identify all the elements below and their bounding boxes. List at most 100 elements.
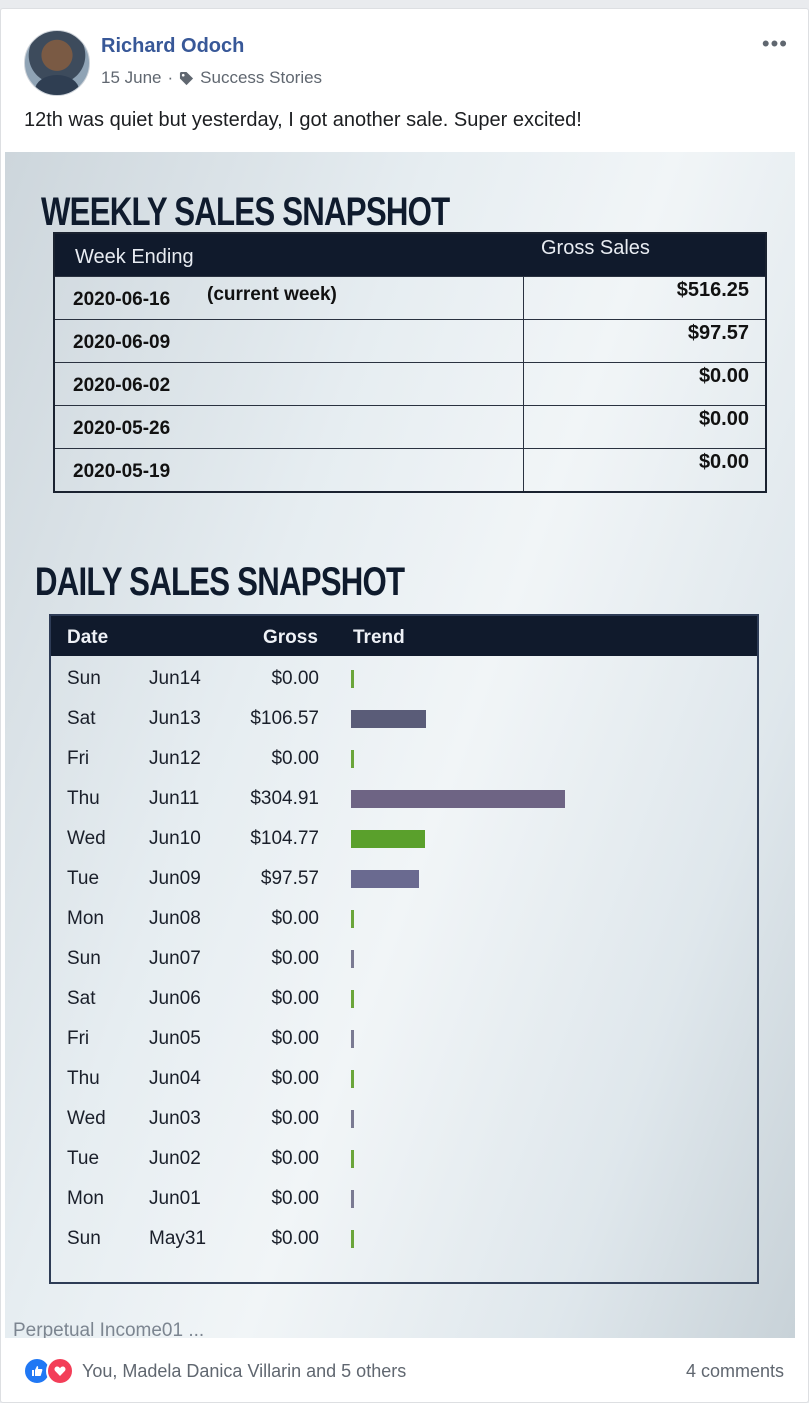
weekly-row: 2020-05-19 $0.00 (55, 448, 765, 491)
date-label: Jun10 (149, 828, 201, 849)
trend-bar (351, 790, 565, 808)
col-week-ending: Week Ending (75, 246, 194, 268)
post-card: Richard Odoch 15 June · Success Stories … (0, 8, 809, 1403)
day-label: Tue (67, 868, 100, 889)
daily-row: Tue Jun02 $0.00 (51, 1138, 757, 1178)
date-label: Jun13 (149, 708, 201, 729)
daily-row: Wed Jun03 $0.00 (51, 1098, 757, 1138)
author-avatar[interactable] (24, 30, 90, 96)
daily-row: Sun Jun07 $0.00 (51, 938, 757, 978)
gross-value: $0.00 (271, 668, 319, 689)
day-label: Wed (67, 1108, 106, 1129)
gross-value: $0.00 (271, 1148, 319, 1169)
weekly-title: WEEKLY SALES SNAPSHOT (41, 190, 450, 234)
daily-row: Mon Jun01 $0.00 (51, 1178, 757, 1218)
gross-value: $0.00 (271, 748, 319, 769)
date-label: Jun06 (149, 988, 201, 1009)
day-label: Thu (67, 1068, 100, 1089)
date-label: May31 (149, 1228, 207, 1249)
daily-row: Sun Jun14 $0.00 (51, 658, 757, 698)
trend-bar (351, 950, 354, 968)
day-label: Sat (67, 708, 96, 729)
gross-value: $0.00 (271, 988, 319, 1009)
col-date: Date (67, 627, 109, 648)
week-amount: $516.25 (676, 279, 749, 301)
daily-row: Sat Jun13 $106.57 (51, 698, 757, 738)
weekly-row: 2020-06-09 $97.57 (55, 319, 765, 362)
comments-count-link[interactable]: 4 comments (685, 1361, 784, 1381)
gross-value: $304.91 (250, 788, 319, 809)
author-name[interactable]: Richard Odoch (101, 35, 245, 57)
date-label: Jun01 (149, 1188, 201, 1209)
gross-value: $0.00 (271, 1188, 319, 1209)
weekly-table: Week Ending Gross Sales 2020-06-16 (curr… (53, 232, 767, 493)
photo-footer-text: Perpetual Income01 ... (13, 1320, 205, 1338)
love-icon (46, 1357, 74, 1385)
reactions-bar[interactable]: You, Madela Danica Villarin and 5 others (23, 1357, 406, 1385)
trend-bar (351, 1150, 354, 1168)
trend-bar (351, 1230, 354, 1248)
date-label: Jun04 (149, 1068, 201, 1089)
gross-value: $0.00 (271, 1068, 319, 1089)
trend-bar (351, 1070, 354, 1088)
day-label: Thu (67, 788, 100, 809)
date-label: Jun09 (149, 868, 201, 889)
gross-value: $0.00 (271, 1108, 319, 1129)
daily-row: Sun May31 $0.00 (51, 1218, 757, 1258)
daily-row: Wed Jun10 $104.77 (51, 818, 757, 858)
gross-value: $0.00 (271, 1228, 319, 1249)
date-label: Jun02 (149, 1148, 201, 1169)
date-label: Jun12 (149, 748, 201, 769)
col-gross: Gross (263, 627, 318, 648)
post-meta: 15 June · Success Stories (101, 68, 322, 88)
week-note: (current week) (207, 284, 337, 305)
weekly-table-header: Week Ending Gross Sales (55, 234, 765, 276)
trend-bar (351, 1190, 354, 1208)
trend-bar (351, 710, 426, 728)
day-label: Sun (67, 948, 101, 969)
day-label: Tue (67, 1148, 100, 1169)
date-label: Jun11 (149, 788, 200, 809)
week-amount: $97.57 (687, 322, 749, 344)
date-label: Jun03 (149, 1108, 201, 1129)
date-label: Jun08 (149, 908, 201, 929)
date-label: Jun05 (149, 1028, 201, 1049)
trend-bar (351, 750, 354, 768)
daily-table: Date Gross Trend Sun Jun14 $0.00 Sat Jun13 $1… (49, 614, 759, 1284)
daily-row: Fri Jun12 $0.00 (51, 738, 757, 778)
day-label: Fri (67, 748, 90, 769)
week-date: 2020-06-02 (73, 375, 171, 396)
reaction-summary[interactable]: You, Madela Danica Villarin and 5 others (82, 1360, 407, 1381)
post-date[interactable]: 15 June (101, 68, 162, 87)
weekly-row: 2020-06-16 (current week) $516.25 (55, 276, 765, 319)
weekly-row: 2020-05-26 $0.00 (55, 405, 765, 448)
day-label: Wed (67, 828, 106, 849)
week-date: 2020-06-16 (73, 289, 171, 310)
gross-value: $0.00 (271, 1028, 319, 1049)
more-options-icon[interactable]: ••• (761, 31, 788, 56)
trend-bar (351, 870, 419, 888)
post-photo[interactable]: WEEKLY SALES SNAPSHOT Week Ending Gross … (5, 152, 795, 1338)
day-label: Fri (67, 1028, 90, 1049)
trend-bar (351, 990, 354, 1008)
daily-row: Thu Jun04 $0.00 (51, 1058, 757, 1098)
daily-row: Tue Jun09 $97.57 (51, 858, 757, 898)
group-tag-link[interactable]: Success Stories (200, 68, 323, 87)
trend-bar (351, 1030, 354, 1048)
week-date: 2020-05-26 (73, 418, 171, 439)
tag-icon (180, 71, 194, 85)
trend-bar (351, 1110, 354, 1128)
gross-value: $104.77 (250, 828, 319, 849)
day-label: Sun (67, 1228, 101, 1249)
date-label: Jun14 (149, 668, 201, 689)
daily-row: Thu Jun11 $304.91 (51, 778, 757, 818)
date-label: Jun07 (149, 948, 201, 969)
daily-row: Fri Jun05 $0.00 (51, 1018, 757, 1058)
gross-value: $0.00 (271, 908, 319, 929)
gross-value: $97.57 (260, 868, 319, 889)
post-text: 12th was quiet but yesterday, I got anot… (24, 109, 582, 131)
daily-table-header: Date Gross Trend (51, 616, 757, 656)
trend-bar (351, 830, 425, 848)
col-gross-sales: Gross Sales (541, 237, 650, 259)
daily-title: DAILY SALES SNAPSHOT (35, 560, 405, 604)
